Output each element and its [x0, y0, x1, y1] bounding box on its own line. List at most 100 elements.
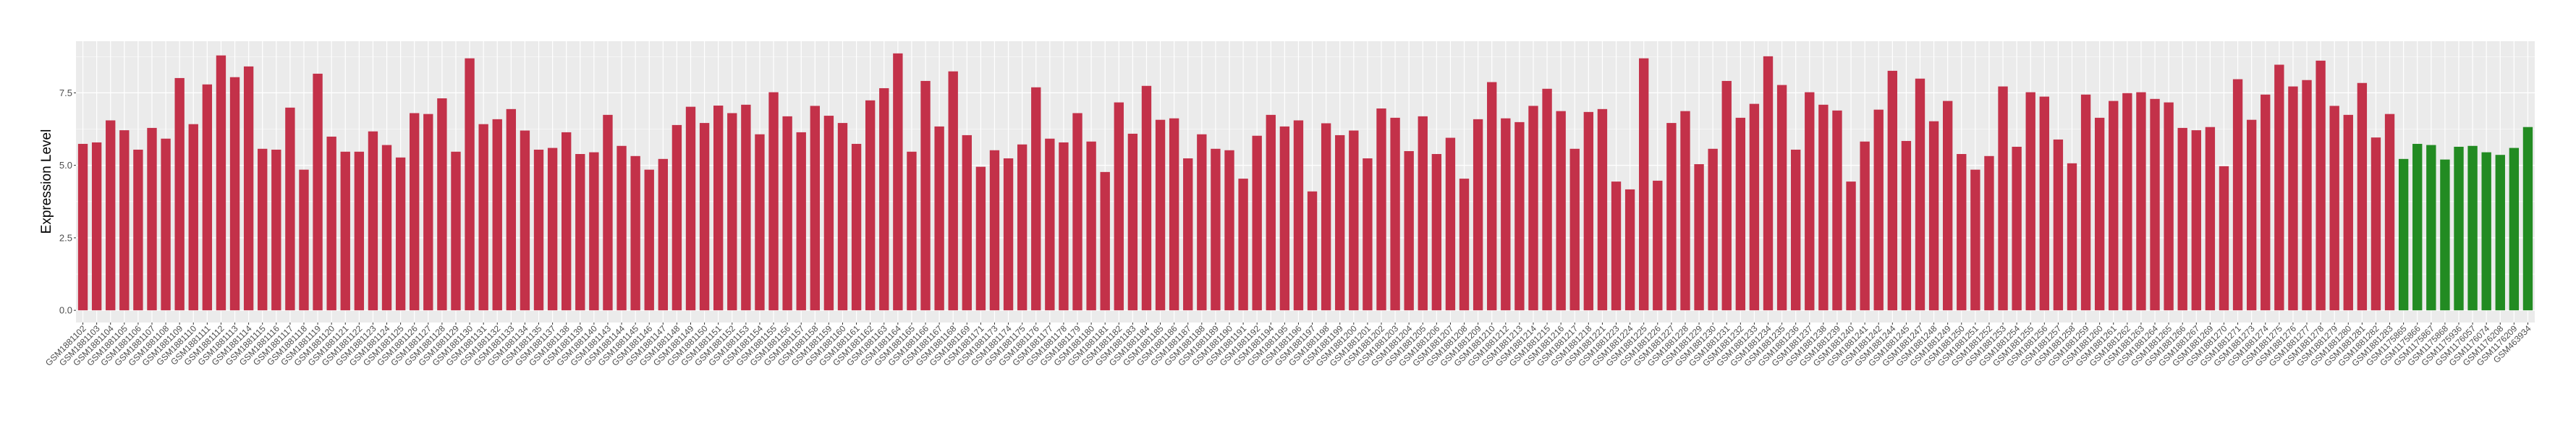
bar-GSM1881102	[77, 143, 88, 311]
bar-GSM1881256	[2039, 96, 2049, 311]
bar-GSM1881156	[782, 116, 792, 311]
bar-GSM1881154	[755, 134, 765, 311]
bar-GSM1881253	[1998, 86, 2008, 311]
bar-GSM1881200	[1349, 130, 1359, 311]
bar-GSM1175936	[2454, 146, 2464, 311]
bar-GSM1881269	[2205, 127, 2216, 311]
bar-GSM1881208	[1459, 179, 1470, 311]
bar-GSM1881195	[1279, 126, 1290, 311]
bar-GSM1881237	[1805, 92, 1815, 311]
bar-GSM1881151	[713, 106, 724, 311]
bar-GSM1881235	[1776, 85, 1787, 311]
bar-GSM1881165	[907, 151, 917, 311]
y-tick-label: 2.5	[59, 232, 72, 243]
bar-GSM1881174	[1003, 158, 1014, 311]
bar-GSM1881244	[1887, 70, 1898, 311]
bar-GSM1881122	[354, 151, 365, 311]
bar-GSM1881111	[202, 84, 213, 311]
bar-GSM1881261	[2109, 101, 2119, 311]
bar-GSM1881259	[2080, 94, 2091, 311]
bar-GSM1881175	[1017, 144, 1028, 311]
bar-GSM1881150	[699, 123, 710, 311]
bar-GSM1881133	[506, 108, 517, 311]
bar-GSM1881104	[106, 120, 116, 311]
bar-GSM1881255	[2025, 92, 2035, 311]
bar-GSM1881186	[1169, 118, 1179, 311]
bar-GSM1881157	[796, 132, 806, 311]
bar-GSM1881215	[1542, 88, 1552, 311]
bar-GSM1881163	[879, 87, 889, 311]
bar-GSM1881169	[962, 134, 972, 311]
bar-GSM1881187	[1183, 158, 1193, 311]
bar-GSM1881103	[91, 142, 102, 311]
bar-GSM1881183	[1127, 133, 1138, 311]
bar-GSM1881232	[1735, 117, 1746, 311]
bar-GSM1881204	[1404, 150, 1414, 311]
bar-GSM1881216	[1556, 111, 1566, 311]
bar-GSM1881283	[2384, 114, 2395, 311]
bar-GSM1881210	[1487, 82, 1497, 311]
bar-GSM1881147	[658, 158, 669, 311]
bar-GSM1881223	[1611, 181, 1622, 311]
bar-GSM1881229	[1694, 164, 1704, 311]
bar-GSM1881275	[2274, 64, 2284, 311]
bar-GSM1881132	[492, 119, 502, 311]
bar-GSM463934	[2522, 127, 2533, 311]
bar-GSM1881176	[1031, 87, 1041, 311]
bar-GSM1881252	[1984, 155, 1994, 311]
y-axis-title: Expression Level	[39, 129, 54, 234]
bar-GSM1881149	[685, 106, 696, 311]
bar-GSM1881168	[948, 71, 958, 311]
bar-GSM1881129	[451, 151, 461, 311]
bar-GSM1881138	[562, 132, 572, 311]
bar-GSM1881226	[1653, 180, 1663, 311]
bar-GSM1881135	[533, 149, 544, 311]
bar-GSM1881161	[851, 143, 862, 311]
bar-GSM1881199	[1335, 134, 1345, 311]
bar-GSM1176074	[2481, 152, 2491, 311]
bar-GSM1881177	[1045, 138, 1055, 311]
bar-GSM1881181	[1100, 171, 1110, 311]
bar-GSM1881188	[1197, 134, 1207, 311]
bar-GSM1881207	[1445, 137, 1456, 311]
bar-GSM1881279	[2329, 106, 2339, 311]
bar-GSM1881137	[547, 148, 558, 311]
bar-GSM1881196	[1293, 120, 1304, 311]
bar-GSM1881263	[2136, 92, 2146, 311]
bar-GSM1881173	[989, 150, 1000, 311]
bar-GSM1881280	[2343, 114, 2353, 311]
bar-GSM1881262	[2122, 93, 2132, 311]
bar-GSM1175865	[2398, 158, 2409, 311]
bar-GSM1881212	[1501, 118, 1511, 311]
bar-GSM1881214	[1528, 106, 1538, 311]
bar-GSM1881139	[575, 154, 585, 311]
bar-GSM1881185	[1155, 119, 1166, 311]
bar-GSM1881233	[1749, 103, 1760, 311]
bar-GSM1881171	[975, 166, 986, 311]
bar-GSM1881278	[2316, 60, 2326, 311]
bar-GSM1881231	[1721, 80, 1732, 311]
bar-GSM1176057	[2467, 145, 2478, 311]
bar-GSM1881131	[478, 124, 488, 311]
bar-GSM1881164	[893, 53, 903, 311]
bar-GSM1176209	[2509, 148, 2520, 311]
bar-GSM1881247	[1915, 78, 1925, 311]
bar-GSM1881224	[1624, 189, 1635, 311]
bar-GSM1881148	[671, 124, 682, 311]
bar-GSM1881134	[520, 130, 530, 311]
bar-GSM1881221	[1597, 108, 1608, 311]
bar-GSM1881271	[2232, 79, 2243, 311]
bar-GSM1881213	[1514, 121, 1525, 311]
bar-GSM1881192	[1252, 135, 1262, 311]
bar-GSM1881120	[326, 136, 336, 311]
bar-GSM1881160	[837, 123, 848, 311]
bar-GSM1881117	[285, 107, 295, 311]
bar-GSM1881234	[1763, 56, 1774, 311]
bar-GSM1881239	[1832, 110, 1842, 311]
bar-GSM1881198	[1321, 123, 1331, 311]
bar-GSM1881115	[258, 148, 268, 311]
bar-GSM1881197	[1307, 191, 1318, 311]
bar-GSM1881106	[133, 149, 143, 311]
bar-GSM1881109	[174, 77, 185, 311]
bar-GSM1881264	[2150, 98, 2160, 311]
